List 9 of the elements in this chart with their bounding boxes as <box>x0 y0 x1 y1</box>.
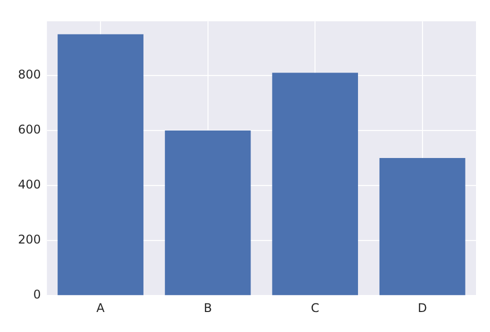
y-tick-label: 800 <box>18 68 41 82</box>
y-tick-label: 0 <box>33 288 41 302</box>
x-tick-label: A <box>96 300 106 315</box>
x-tick-label: D <box>418 300 427 315</box>
y-tick-label: 200 <box>18 232 41 247</box>
y-tick-label: 400 <box>18 178 41 192</box>
x-tick-label: C <box>310 300 320 315</box>
x-tick-label: B <box>204 300 212 315</box>
y-tick-label: 600 <box>18 122 41 137</box>
